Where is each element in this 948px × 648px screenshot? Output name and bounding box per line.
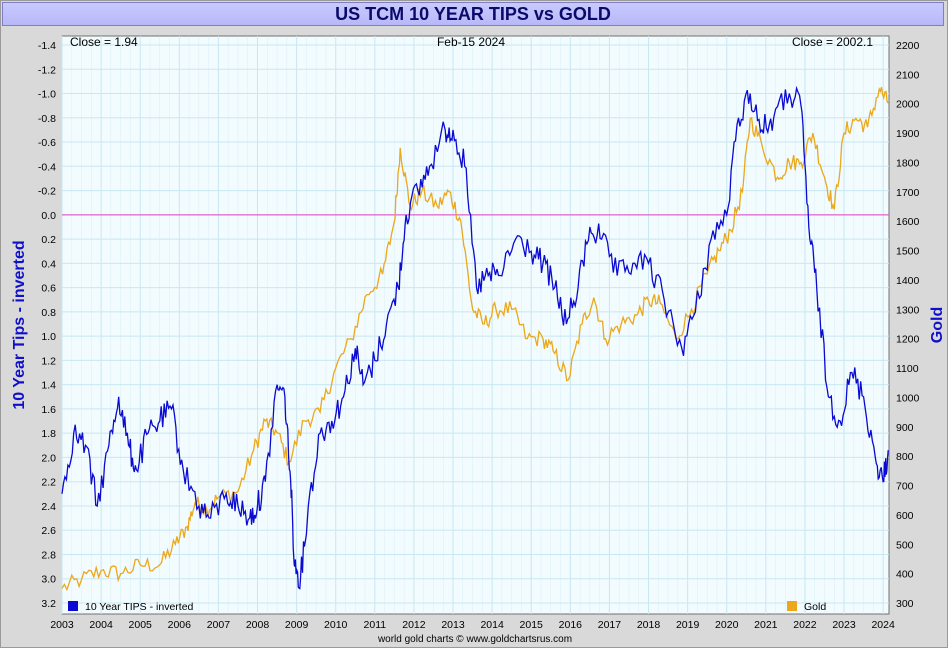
legend-label-tips: 10 Year TIPS - inverted <box>85 601 194 613</box>
left-tick-label: 1.6 <box>41 404 56 416</box>
right-tick-label: 500 <box>896 539 914 551</box>
x-tick-label: 2012 <box>402 619 426 631</box>
left-tick-label: 2.6 <box>41 525 56 537</box>
legend-swatch-tips <box>68 601 78 611</box>
x-tick-label: 2006 <box>168 619 192 631</box>
right-tick-label: 1000 <box>896 392 920 404</box>
x-tick-label: 2014 <box>480 619 504 631</box>
right-tick-label: 2000 <box>896 99 920 111</box>
x-tick-label: 2009 <box>285 619 309 631</box>
close-left-label: Close = 1.94 <box>70 35 138 49</box>
left-tick-label: -0.2 <box>38 186 56 198</box>
right-tick-label: 2200 <box>896 40 920 52</box>
credit-text: world gold charts © www.goldchartsrus.co… <box>377 634 572 645</box>
left-tick-label: -1.2 <box>38 64 56 76</box>
left-tick-label: 2.4 <box>41 501 56 513</box>
left-tick-label: 3.2 <box>41 598 56 610</box>
left-tick-label: 0.4 <box>41 258 56 270</box>
x-tick-label: 2008 <box>246 619 270 631</box>
left-tick-label: 0.6 <box>41 283 56 295</box>
right-tick-label: 1300 <box>896 304 920 316</box>
x-tick-label: 2024 <box>871 619 895 631</box>
left-tick-label: 3.0 <box>41 574 56 586</box>
x-tick-label: 2004 <box>89 619 113 631</box>
x-tick-label: 2020 <box>715 619 739 631</box>
right-tick-label: 1100 <box>896 363 919 375</box>
left-tick-label: -0.8 <box>38 113 56 125</box>
left-tick-label: 2.0 <box>41 452 56 464</box>
left-tick-label: -1.4 <box>38 40 56 52</box>
right-tick-label: 1700 <box>896 187 920 199</box>
right-tick-label: 2100 <box>896 69 920 81</box>
left-tick-label: 1.8 <box>41 428 56 440</box>
x-tick-label: 2015 <box>520 619 544 631</box>
left-tick-label: 0.0 <box>41 210 56 222</box>
left-tick-label: 0.8 <box>41 307 56 319</box>
grid <box>61 36 889 614</box>
right-tick-label: 900 <box>896 422 914 434</box>
x-tick-label: 2022 <box>793 619 817 631</box>
x-tick-label: 2003 <box>50 619 74 631</box>
right-tick-label: 1900 <box>896 128 920 140</box>
x-tick-label: 2017 <box>598 619 622 631</box>
right-tick-label: 400 <box>896 569 914 581</box>
right-tick-label: 1500 <box>896 246 920 258</box>
close-right-label: Close = 2002.1 <box>792 35 873 49</box>
right-tick-label: 1600 <box>896 216 920 228</box>
left-tick-label: 2.2 <box>41 477 56 489</box>
right-tick-label: 800 <box>896 451 914 463</box>
left-tick-label: -1.0 <box>38 89 56 101</box>
x-tick-label: 2023 <box>832 619 856 631</box>
right-tick-label: 1800 <box>896 157 920 169</box>
left-tick-label: 1.0 <box>41 331 56 343</box>
left-tick-label: -0.4 <box>38 161 56 173</box>
x-tick-label: 2007 <box>207 619 231 631</box>
right-tick-label: 1400 <box>896 275 920 287</box>
left-tick-label: 2.8 <box>41 549 56 561</box>
x-tick-label: 2018 <box>637 619 661 631</box>
right-axis-label: Gold <box>929 307 946 343</box>
left-tick-label: 0.2 <box>41 234 56 246</box>
x-tick-label: 2005 <box>129 619 153 631</box>
series-line-tips <box>61 85 889 590</box>
right-tick-label: 700 <box>896 481 914 493</box>
right-tick-label: 600 <box>896 510 914 522</box>
x-tick-label: 2021 <box>754 619 778 631</box>
right-tick-label: 300 <box>896 598 914 610</box>
chart-title-bar: US TCM 10 YEAR TIPS vs GOLD <box>2 2 944 26</box>
x-tick-label: 2013 <box>441 619 465 631</box>
left-axis-label: 10 Year Tips - inverted <box>11 240 28 409</box>
x-tick-label: 2010 <box>324 619 348 631</box>
left-tick-label: -0.6 <box>38 137 56 149</box>
left-tick-label: 1.2 <box>41 355 56 367</box>
legend-label-gold: Gold <box>804 601 826 613</box>
series-line-gold <box>61 87 889 592</box>
chart-title: US TCM 10 YEAR TIPS vs GOLD <box>335 4 611 24</box>
left-tick-label: 1.4 <box>41 380 56 392</box>
x-tick-label: 2011 <box>364 619 387 631</box>
x-tick-label: 2016 <box>559 619 583 631</box>
x-tick-label: 2019 <box>676 619 700 631</box>
date-label: Feb-15 2024 <box>437 35 505 49</box>
legend-swatch-gold <box>787 601 797 611</box>
tick-labels: 2003 2004 2005 2006 2007 2008 2009 2010 2011 2012… <box>38 40 920 631</box>
right-tick-label: 1200 <box>896 334 920 346</box>
